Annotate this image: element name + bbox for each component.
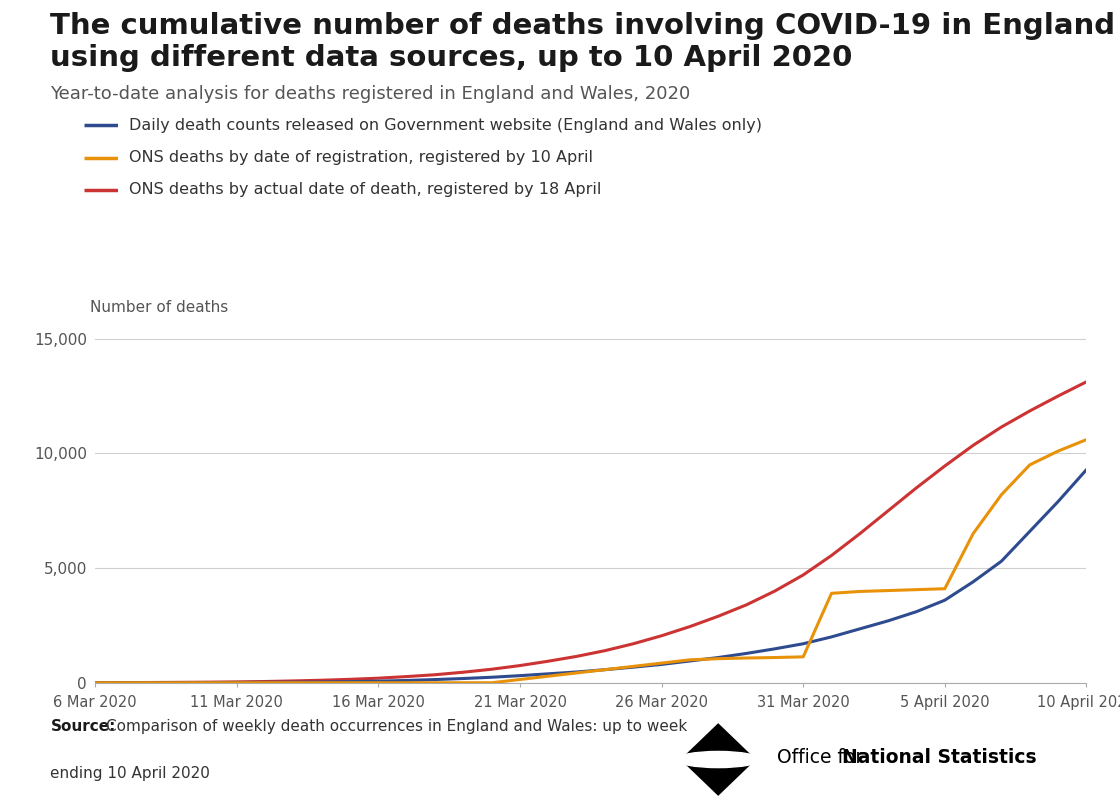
- Text: Comparison of weekly death occurrences in England and Wales: up to week: Comparison of weekly death occurrences i…: [106, 719, 688, 734]
- Text: Source:: Source:: [50, 719, 115, 734]
- Text: National Statistics: National Statistics: [842, 748, 1037, 768]
- Text: ONS deaths by actual date of death, registered by 18 April: ONS deaths by actual date of death, regi…: [129, 183, 601, 197]
- Text: Daily death counts released on Government website (England and Wales only): Daily death counts released on Governmen…: [129, 118, 762, 133]
- Text: ONS deaths by date of registration, registered by 10 April: ONS deaths by date of registration, regi…: [129, 150, 592, 165]
- Text: Year-to-date analysis for deaths registered in England and Wales, 2020: Year-to-date analysis for deaths registe…: [50, 85, 691, 103]
- Text: using different data sources, up to 10 April 2020: using different data sources, up to 10 A…: [50, 44, 852, 73]
- Text: ending 10 April 2020: ending 10 April 2020: [50, 766, 211, 781]
- Text: The cumulative number of deaths involving COVID-19 in England and Wales: The cumulative number of deaths involvin…: [50, 12, 1120, 40]
- Circle shape: [676, 751, 760, 768]
- Polygon shape: [680, 723, 756, 796]
- Text: Number of deaths: Number of deaths: [91, 300, 228, 315]
- Text: Office for: Office for: [777, 748, 869, 768]
